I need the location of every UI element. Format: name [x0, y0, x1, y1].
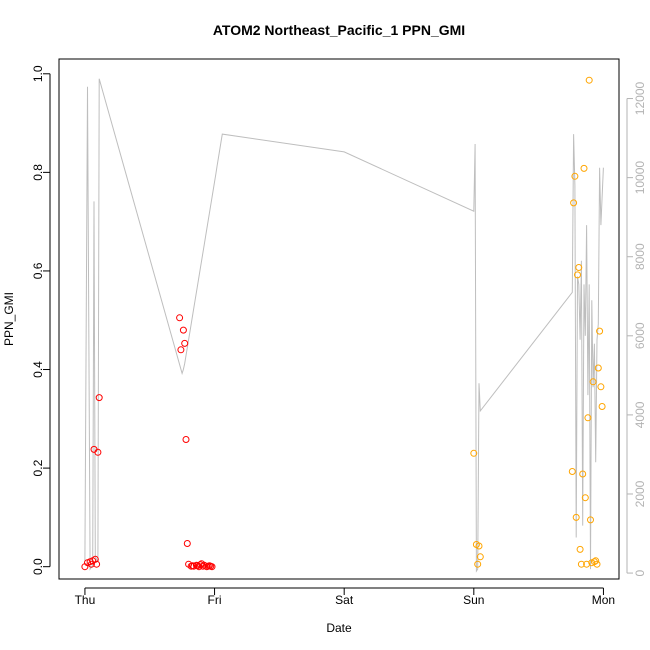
- series-1-point: [470, 449, 478, 457]
- y-tick-label: 0.4: [31, 361, 45, 378]
- series-0-point: [181, 339, 189, 347]
- series-0-point: [208, 563, 216, 571]
- x-tick-label: Sat: [335, 593, 354, 607]
- x-axis-label: Date: [326, 621, 352, 635]
- y2-tick-label: 6000: [633, 322, 647, 349]
- x-tick-label: Fri: [208, 593, 222, 607]
- y2-tick-label: 0: [633, 569, 647, 576]
- plot-frame: [58, 58, 620, 580]
- y-tick-label: 0.6: [31, 262, 45, 279]
- series-1-point: [584, 414, 592, 422]
- series-1-point: [592, 557, 600, 565]
- series-1-point: [594, 364, 602, 372]
- x-tick-label: Mon: [592, 593, 615, 607]
- y2-tick-label: 4000: [633, 401, 647, 428]
- y2-tick-label: 8000: [633, 243, 647, 270]
- series-2-line: [84, 78, 604, 573]
- series-0-point: [87, 560, 95, 568]
- y2-axis-right: 0 2000 4000 6000 8000 10000 12000: [626, 81, 647, 576]
- series-0-point: [176, 314, 184, 322]
- series-1-point: [597, 383, 605, 391]
- y-tick-label: 0.8: [31, 164, 45, 181]
- series-1-point: [585, 76, 593, 84]
- series-1-point: [577, 560, 585, 568]
- series-layer: [81, 76, 606, 573]
- series-0-point: [93, 560, 101, 568]
- series-1-point: [580, 164, 588, 172]
- series-1-point: [598, 403, 606, 410]
- series-1-point: [579, 470, 587, 478]
- series-1-point: [581, 494, 589, 502]
- series-1-point: [587, 516, 594, 524]
- series-1-point: [475, 542, 483, 550]
- series-1-point: [476, 553, 484, 561]
- series-1-point: [576, 545, 584, 553]
- y2-tick-label: 10000: [633, 161, 647, 195]
- series-1-point: [574, 271, 581, 279]
- series-0-point: [183, 540, 191, 547]
- x-tick-label: Thu: [75, 593, 96, 607]
- series-0-point: [91, 555, 99, 563]
- y-tick-label: 1.0: [31, 65, 45, 82]
- series-0-point: [182, 436, 190, 443]
- series-1-point: [596, 327, 604, 335]
- series-0-point: [179, 326, 187, 334]
- series-0-point: [94, 448, 102, 456]
- series-1-point: [571, 172, 579, 180]
- y-axis-label: PPN_GMI: [2, 292, 16, 346]
- series-1-point: [593, 560, 601, 568]
- y-axis: 0.0 0.2 0.4 0.6 0.8 1.0: [31, 65, 51, 575]
- series-1-point: [589, 378, 597, 386]
- series-0-point: [95, 394, 103, 402]
- y-tick-label: 0.0: [31, 558, 45, 575]
- y-tick-label: 0.2: [31, 459, 45, 476]
- chart-title: ATOM2 Northeast_Pacific_1 PPN_GMI: [213, 22, 465, 38]
- series-1-point: [572, 513, 580, 521]
- y2-tick-label: 2000: [633, 480, 647, 507]
- series-1-point: [568, 468, 576, 475]
- series-1-point: [575, 264, 583, 271]
- x-axis: Thu Fri Sat Sun Mon: [75, 587, 615, 607]
- series-1-point: [474, 560, 482, 568]
- series-0-point: [177, 346, 185, 354]
- series-0-point: [199, 562, 207, 570]
- series-1-point: [570, 199, 578, 207]
- y2-tick-label: 12000: [633, 81, 647, 115]
- x-tick-label: Sun: [463, 593, 484, 607]
